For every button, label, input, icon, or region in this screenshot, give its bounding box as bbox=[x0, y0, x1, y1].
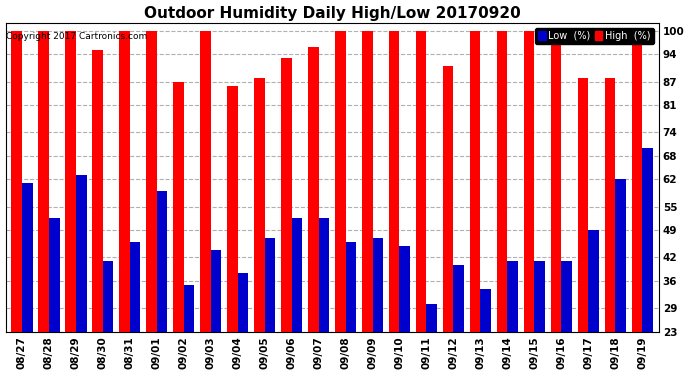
Bar bbox=[308, 46, 319, 375]
Title: Outdoor Humidity Daily High/Low 20170920: Outdoor Humidity Daily High/Low 20170920 bbox=[144, 6, 520, 21]
Bar bbox=[292, 218, 302, 375]
Bar bbox=[103, 261, 113, 375]
Legend: Low  (%), High  (%): Low (%), High (%) bbox=[535, 28, 653, 44]
Bar bbox=[130, 242, 141, 375]
Bar bbox=[426, 304, 437, 375]
Bar bbox=[210, 250, 221, 375]
Bar bbox=[578, 78, 589, 375]
Bar bbox=[227, 86, 237, 375]
Bar bbox=[615, 179, 626, 375]
Bar bbox=[373, 238, 384, 375]
Bar bbox=[443, 66, 453, 375]
Bar bbox=[497, 31, 507, 375]
Bar bbox=[453, 265, 464, 375]
Bar bbox=[388, 31, 400, 375]
Bar bbox=[604, 78, 615, 375]
Bar bbox=[524, 31, 535, 375]
Bar bbox=[535, 261, 545, 375]
Bar bbox=[631, 31, 642, 375]
Bar bbox=[470, 31, 480, 375]
Bar bbox=[22, 183, 32, 375]
Bar bbox=[480, 289, 491, 375]
Text: Copyright 2017 Cartronics.com: Copyright 2017 Cartronics.com bbox=[6, 32, 148, 41]
Bar bbox=[237, 273, 248, 375]
Bar bbox=[173, 82, 184, 375]
Bar bbox=[119, 31, 130, 375]
Bar bbox=[92, 51, 103, 375]
Bar bbox=[146, 31, 157, 375]
Bar bbox=[11, 31, 22, 375]
Bar bbox=[38, 31, 49, 375]
Bar bbox=[264, 238, 275, 375]
Bar bbox=[335, 31, 346, 375]
Bar bbox=[551, 43, 562, 375]
Bar bbox=[415, 31, 426, 375]
Bar bbox=[400, 246, 411, 375]
Bar bbox=[346, 242, 356, 375]
Bar bbox=[319, 218, 329, 375]
Bar bbox=[589, 230, 599, 375]
Bar bbox=[184, 285, 195, 375]
Bar bbox=[157, 191, 168, 375]
Bar bbox=[507, 261, 518, 375]
Bar bbox=[49, 218, 59, 375]
Bar bbox=[281, 58, 292, 375]
Bar bbox=[200, 31, 210, 375]
Bar bbox=[362, 31, 373, 375]
Bar bbox=[254, 78, 264, 375]
Bar bbox=[642, 148, 653, 375]
Bar bbox=[76, 176, 86, 375]
Bar bbox=[562, 261, 572, 375]
Bar bbox=[65, 31, 76, 375]
